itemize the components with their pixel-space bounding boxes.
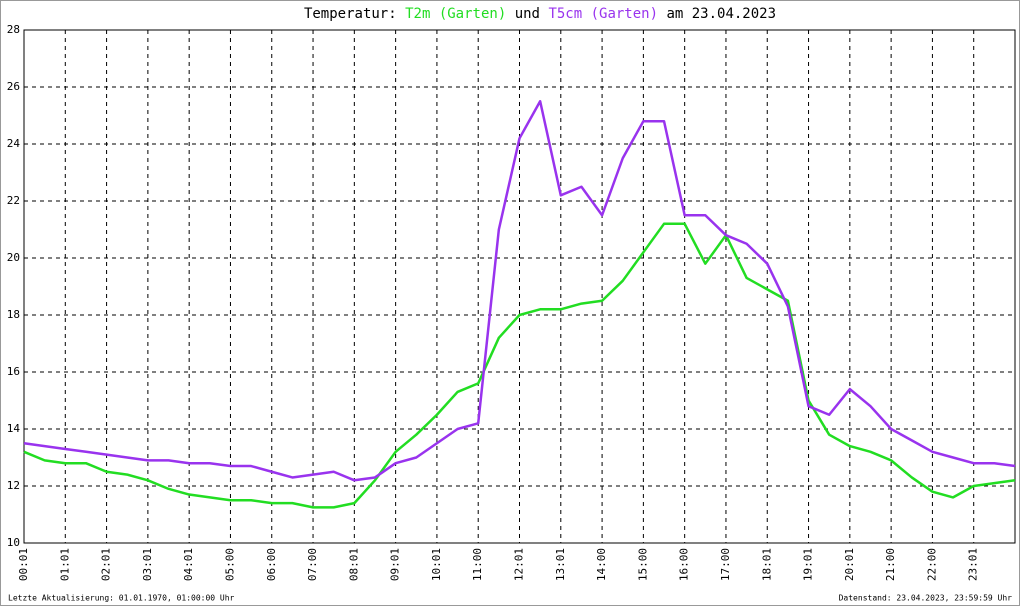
series-line (23, 100, 1016, 482)
x-tick-label: 02:01 (100, 548, 113, 581)
y-tick-label: 12 (7, 479, 20, 492)
title-suffix: am 23.04.2023 (666, 6, 776, 22)
y-tick-label: 18 (7, 308, 20, 321)
plot-border (23, 29, 1016, 544)
chart-title: Temperatur: T2m (Garten) und T5cm (Garte… (304, 6, 776, 22)
x-tick-label: 12:01 (513, 548, 526, 581)
x-tick-label: 06:00 (265, 548, 278, 581)
y-tick-label: 16 (7, 365, 20, 378)
y-tick-label: 24 (7, 137, 21, 150)
y-tick-label: 20 (7, 251, 20, 264)
title-series: T2m (Garten) (405, 6, 506, 22)
x-tick-label: 21:00 (884, 548, 897, 581)
y-tick-label: 26 (7, 80, 20, 93)
y-tick-label: 22 (7, 194, 20, 207)
x-tick-label: 14:00 (595, 548, 608, 581)
x-tick-label: 11:00 (471, 548, 484, 581)
x-tick-label: 19:01 (802, 548, 815, 581)
y-tick-label: 28 (7, 23, 20, 36)
title-series: T5cm (Garten) (548, 6, 658, 22)
x-tick-label: 16:00 (678, 548, 691, 581)
x-tick-label: 18:01 (760, 548, 773, 581)
x-tick-label: 01:01 (58, 548, 71, 581)
footer-left: Letzte Aktualisierung: 01.01.1970, 01:00… (8, 594, 235, 603)
series-line (23, 222, 1016, 509)
x-tick-label: 10:01 (430, 548, 443, 581)
x-tick-label: 07:00 (306, 548, 319, 581)
x-tick-label: 08:01 (347, 548, 360, 581)
x-tick-label: 13:01 (554, 548, 567, 581)
x-tick-label: 22:00 (925, 548, 938, 581)
footer-right: Datenstand: 23.04.2023, 23:59:59 Uhr (839, 594, 1013, 603)
x-tick-label: 17:00 (719, 548, 732, 581)
x-tick-label: 23:01 (967, 548, 980, 581)
y-tick-label: 14 (7, 422, 21, 435)
x-tick-label: 03:01 (141, 548, 154, 581)
x-tick-label: 15:00 (636, 548, 649, 581)
title-prefix: Temperatur: (304, 6, 397, 22)
x-tick-label: 20:01 (843, 548, 856, 581)
x-tick-label: 00:01 (17, 548, 30, 581)
title-joiner: und (515, 6, 540, 22)
y-tick-label: 10 (7, 536, 20, 549)
x-tick-label: 04:01 (182, 548, 195, 581)
x-tick-label: 09:01 (389, 548, 402, 581)
x-tick-label: 05:00 (223, 548, 236, 581)
